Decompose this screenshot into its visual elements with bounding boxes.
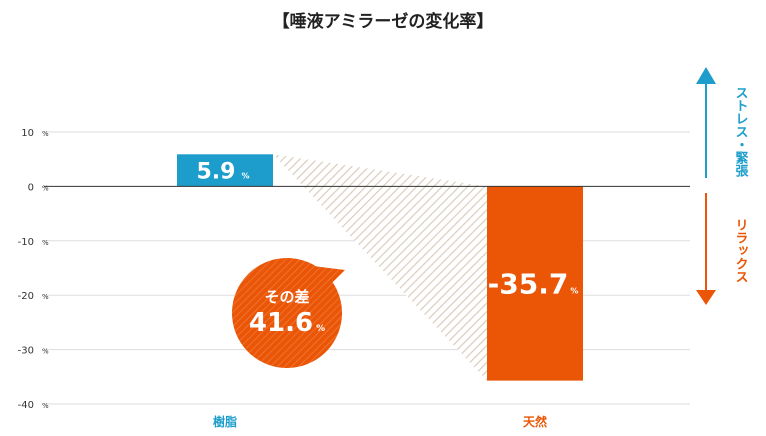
y-tick-unit: %	[42, 130, 49, 138]
y-axis-ticks: 10 % 0 % -10 % -20 % -30 % -40%	[18, 128, 49, 411]
stress-arrow: ストレス・緊張	[696, 67, 748, 178]
chart-title: 【唾液アミラーゼの変化率】	[273, 11, 494, 32]
down-arrow-label: リラックス	[733, 218, 749, 283]
difference-band	[273, 154, 487, 381]
bar-0	[177, 154, 273, 187]
y-tick-label: 0	[28, 182, 34, 193]
difference-bubble-label: その差	[264, 288, 309, 306]
category-labels: 樹脂 天然	[213, 414, 547, 429]
y-tick-label: -40	[18, 400, 34, 411]
bar-value-label: -35.7%	[488, 268, 579, 301]
y-tick-unit: %	[42, 184, 49, 192]
up-arrow-icon	[696, 67, 716, 84]
bars	[177, 154, 583, 381]
difference-bubble-value: 41.6%	[249, 308, 325, 338]
relax-arrow: リラックス	[696, 193, 748, 305]
y-tick-label: -20	[18, 291, 34, 302]
bar-1	[487, 186, 583, 381]
value-labels: 5.9 % -35.7%	[197, 159, 579, 300]
category-label: 樹脂	[213, 414, 237, 429]
up-arrow-label: ストレス・緊張	[733, 86, 749, 178]
bar-value-label: 5.9%	[197, 159, 250, 184]
y-tick-label: -30	[18, 346, 34, 357]
difference-bubble: その差 41.6%	[232, 258, 345, 369]
y-tick-label: -10	[18, 237, 34, 248]
difference-bubble-shape	[232, 258, 345, 369]
y-tick-unit: %	[42, 293, 49, 301]
y-tick-unit: %	[42, 239, 49, 247]
category-label: 天然	[523, 414, 547, 429]
y-tick-unit: %	[42, 348, 49, 356]
down-arrow-icon	[696, 290, 716, 305]
y-tick-unit: %	[42, 402, 49, 410]
y-tick-label: 10	[21, 128, 34, 139]
